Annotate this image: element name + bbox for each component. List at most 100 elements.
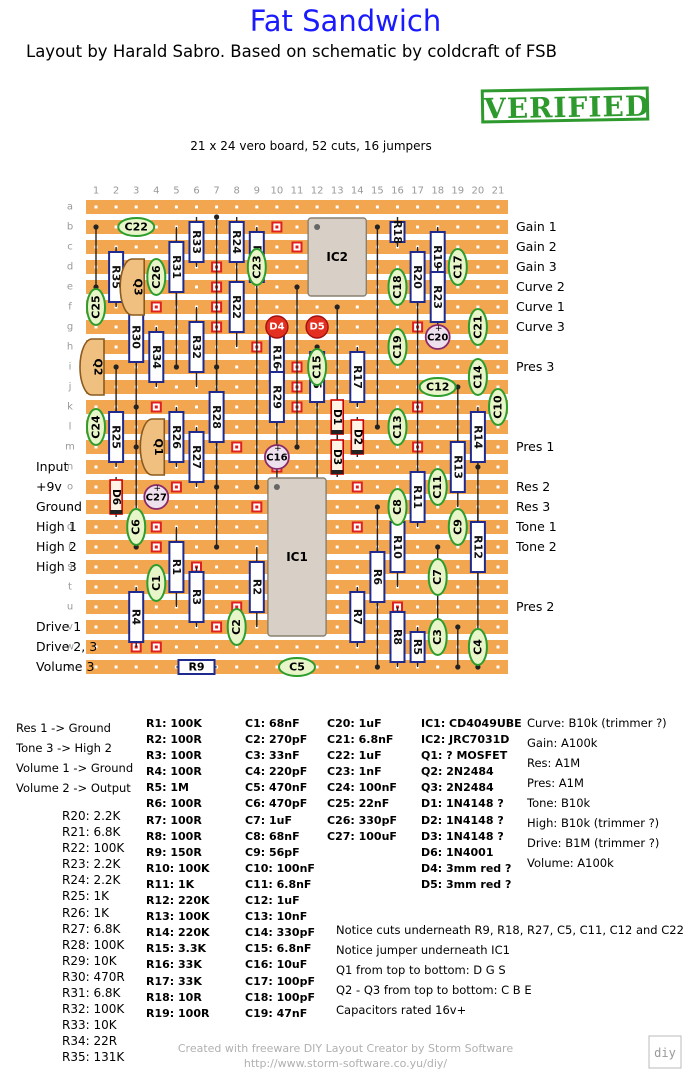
wire-end xyxy=(374,424,380,430)
resistor-body xyxy=(188,321,205,373)
row-label: a xyxy=(67,202,73,213)
strip-hole xyxy=(355,305,359,309)
strip-hole xyxy=(496,365,500,369)
strip-hole xyxy=(456,205,460,209)
wire-end xyxy=(455,664,461,670)
resistor-label: R22 xyxy=(230,295,243,319)
strip-cut-mark xyxy=(154,305,158,309)
transistor-label: Q2 xyxy=(92,358,105,375)
row-label: k xyxy=(67,402,73,413)
resistor-label: R30 xyxy=(130,325,143,349)
resistor-body xyxy=(429,271,446,323)
diode-label: D3 xyxy=(331,449,343,465)
bom-entry: C13: 10nF xyxy=(245,910,308,924)
strip-hole xyxy=(496,285,500,289)
strip-cut-mark xyxy=(235,605,239,609)
strip-hole xyxy=(94,205,98,209)
capacitor-body xyxy=(387,268,408,306)
column-label: 21 xyxy=(492,186,505,197)
left-connection-label: High 3 xyxy=(36,559,77,574)
capacitor-body xyxy=(117,217,156,237)
strip-hole xyxy=(476,345,480,349)
diode-band xyxy=(110,510,123,514)
strip-hole xyxy=(255,665,259,669)
left-connection-label: Ground xyxy=(36,499,82,514)
bom-entry: C22: 1uF xyxy=(327,749,382,763)
strip-cut-mark xyxy=(355,525,359,529)
wire-end xyxy=(93,224,99,230)
row-label: h xyxy=(67,342,73,353)
strip-hole xyxy=(355,565,359,569)
strip-hole xyxy=(396,465,399,469)
electrolytic-capacitor-body xyxy=(424,324,451,350)
capacitor-label: C5 xyxy=(289,661,305,674)
bom-entry: R33: 10K xyxy=(62,1018,117,1033)
strip-hole xyxy=(114,205,118,209)
row-label: n xyxy=(67,462,73,473)
strip-hole xyxy=(436,465,440,469)
ic-label: IC2 xyxy=(326,250,348,264)
pot-entry: Volume: A100k xyxy=(527,856,614,870)
strip-hole xyxy=(215,205,219,209)
bom-entry: R28: 100K xyxy=(62,937,125,952)
resistor-body xyxy=(168,411,185,463)
wire-end xyxy=(334,304,340,310)
bom-entry: C1: 68nF xyxy=(245,717,300,730)
row-label: x xyxy=(67,662,73,673)
strip-hole xyxy=(114,225,118,229)
strip-cut-mark xyxy=(295,245,299,249)
capacitor-label: C11 xyxy=(431,475,444,498)
column-label: 11 xyxy=(291,186,304,197)
column-label: 9 xyxy=(254,186,260,197)
connection-note: Volume 2 -> Output xyxy=(16,781,131,795)
strip-hole xyxy=(154,205,158,209)
bom-entry: D4: 3mm red ? xyxy=(421,861,512,875)
bom-entry: D1: 1N4148 ? xyxy=(421,797,504,811)
row-label: f xyxy=(68,302,72,313)
resistor-body xyxy=(148,331,165,383)
strip-hole xyxy=(416,545,420,549)
resistor-label: R16 xyxy=(270,345,283,369)
column-label: 2 xyxy=(113,186,119,197)
notes-list: Notice cuts underneath R9, R18, R27, C5,… xyxy=(336,920,684,1020)
bom-entry: R31: 6.8K xyxy=(62,986,121,1001)
capacitor-body xyxy=(86,288,106,326)
right-connection-label: Curve 3 xyxy=(516,319,565,334)
strip-hole xyxy=(355,205,359,209)
strip-hole xyxy=(496,505,500,509)
note-entry: Q2 - Q3 from top to bottom: C B E xyxy=(336,983,532,997)
strip-hole xyxy=(114,325,118,329)
wire-end xyxy=(254,484,260,490)
left-connection-label: High 2 xyxy=(36,539,77,554)
resistor-label: R5 xyxy=(411,639,424,655)
bom-entry: C7: 1uF xyxy=(245,813,292,827)
strip-hole xyxy=(195,645,198,649)
strip-hole xyxy=(94,625,98,629)
capacitor-label: C1 xyxy=(150,575,163,591)
column-label: 15 xyxy=(371,186,384,197)
strip-hole xyxy=(355,465,359,469)
pot-entry: Pres: A1M xyxy=(527,776,584,790)
bom-capacitors-2: C20: 1uF C21: 6.8nF C22: 1uF C23: 1nF C24: 1… xyxy=(327,716,397,845)
led-body xyxy=(265,315,289,339)
strip-hole xyxy=(114,665,118,669)
row-label: s xyxy=(67,562,72,573)
strip-hole xyxy=(335,565,339,569)
strip-hole xyxy=(335,665,339,669)
strip-hole xyxy=(396,305,399,309)
strip-cut-mark xyxy=(355,485,359,489)
pot-entry: Res: A1M xyxy=(527,756,581,770)
column-label: 18 xyxy=(431,186,444,197)
row-label: q xyxy=(67,522,73,533)
strip-hole xyxy=(255,645,259,649)
strip-hole xyxy=(355,665,359,669)
strip-hole xyxy=(476,245,480,249)
strip-hole xyxy=(355,505,359,509)
bom-entry: R26: 1K xyxy=(62,905,109,920)
bom-entry: C16: 10uF xyxy=(245,958,308,972)
bom-entry: R27: 6.8K xyxy=(62,921,121,936)
bom-entry: C6: 470pF xyxy=(245,797,308,811)
strip-hole xyxy=(335,625,339,629)
strip-hole xyxy=(456,545,460,549)
strip-hole xyxy=(94,405,98,409)
